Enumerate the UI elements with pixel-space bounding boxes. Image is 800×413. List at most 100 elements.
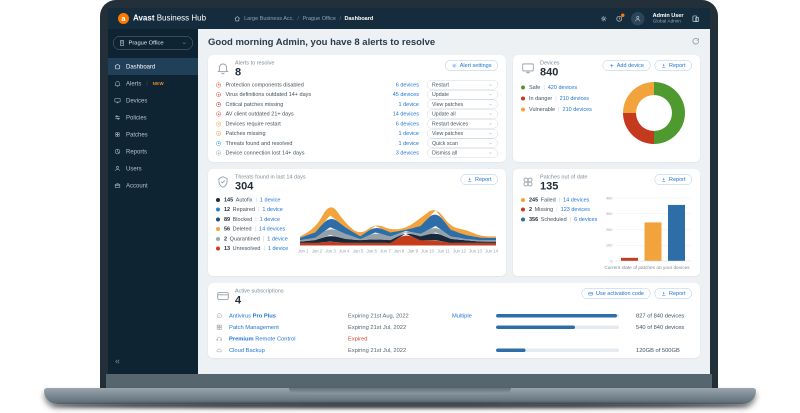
- add-device-button[interactable]: Add device: [602, 60, 651, 71]
- alert-action-select[interactable]: Dismiss all: [427, 148, 498, 158]
- brand-rest: Business Hub: [154, 14, 207, 23]
- devices-report-button[interactable]: Report: [654, 60, 692, 71]
- alert-devices-link[interactable]: 1 device: [398, 101, 419, 108]
- legend-devices-link[interactable]: 1 device: [259, 196, 281, 203]
- sidebar-item-devices[interactable]: Devices: [108, 92, 198, 109]
- user-role: Global Admin: [652, 18, 681, 24]
- alert-action-label: Update all: [432, 111, 456, 118]
- x-tick-label: Jun 14: [485, 248, 498, 254]
- devices-legend: Safe | 420 devices In danger | 210 devices Vul…: [521, 82, 592, 115]
- alert-label: Threats found and resolved: [225, 140, 293, 147]
- subscription-name-link[interactable]: Premium Remote Control: [229, 335, 296, 342]
- multiple-link[interactable]: Multiple: [452, 312, 472, 319]
- threats-report-button[interactable]: Report: [460, 174, 498, 185]
- alert-devices-link[interactable]: 14 devices: [392, 111, 419, 118]
- console-switcher-icon[interactable]: [692, 14, 701, 23]
- usage-label: 540 of 840 devices: [636, 324, 685, 331]
- alert-devices-link[interactable]: 1 device: [398, 140, 419, 147]
- legend-devices-link[interactable]: 210 devices: [562, 106, 592, 113]
- alert-action-select[interactable]: View patches: [427, 99, 498, 110]
- user-block[interactable]: Admin User Global Admin: [653, 13, 684, 25]
- legend-devices-link[interactable]: 1 device: [267, 245, 289, 252]
- legend-dot: [521, 96, 525, 101]
- settings-gear-icon[interactable]: [600, 15, 608, 23]
- subscription-name-link[interactable]: Patch Management: [229, 324, 279, 331]
- legend-label: Safe: [529, 84, 541, 91]
- legend-devices-link[interactable]: 210 devices: [559, 95, 590, 102]
- sidebar-item-patches[interactable]: Patches: [108, 126, 198, 143]
- legend-devices-link[interactable]: 420 devices: [547, 84, 578, 91]
- sidebar-item-account[interactable]: Account: [108, 177, 198, 194]
- alert-label: Protection components disabled: [225, 81, 304, 88]
- avatar[interactable]: [631, 11, 645, 26]
- alert-action-select[interactable]: Update: [427, 89, 498, 100]
- legend-devices-link[interactable]: 1 device: [259, 216, 281, 223]
- sidebar-item-alerts[interactable]: Alerts | NEW: [108, 75, 198, 92]
- bar-scheduled: [668, 205, 685, 262]
- legend-item: In danger | 210 devices: [521, 93, 592, 104]
- sidebar-item-reports[interactable]: Reports: [108, 143, 198, 160]
- alert-action-select[interactable]: Restart: [427, 80, 498, 90]
- usage-label: 827 of 840 devices: [636, 312, 685, 319]
- breadcrumb-item[interactable]: Dashboard: [344, 15, 374, 22]
- legend-devices-link[interactable]: 1 device: [267, 235, 288, 242]
- alerts-count: 8: [235, 65, 242, 78]
- breadcrumb-item[interactable]: Prague Office: [302, 15, 336, 22]
- subscription-name-link[interactable]: Cloud Backup: [229, 347, 265, 354]
- site-selector[interactable]: Prague Office: [113, 36, 193, 50]
- legend-count: 145: [224, 196, 234, 203]
- patches-icon: [521, 175, 535, 189]
- threats-legend: 145 Autofix | 1 device 12 Repaired | 1 device 89…: [216, 195, 288, 254]
- notifications-history-icon[interactable]: [616, 13, 625, 23]
- legend-dot: [216, 227, 220, 232]
- sidebar-item-policies[interactable]: Policies: [108, 109, 198, 126]
- breadcrumb-separator: /: [339, 15, 342, 22]
- alert-action-label: Dismiss all: [432, 150, 458, 157]
- breadcrumb-item[interactable]: Large Business Acc.: [244, 15, 294, 22]
- subscriptions-list: Antivirus Pro Plus Expiring 21st Aug, 202…: [216, 310, 692, 356]
- alert-devices-link[interactable]: 45 devices: [392, 91, 419, 98]
- subscriptions-report-button[interactable]: Report: [654, 288, 692, 299]
- sidebar-item-label: Reports: [126, 148, 148, 155]
- collapse-sidebar-button[interactable]: [113, 355, 193, 368]
- threats-x-axis: Jun 1 Jun 2 Jun 3 Jun 4 Jun 5 Jun 6 Jun 7 Jun 8…: [298, 249, 498, 254]
- activation-label: Use activation code: [595, 290, 644, 297]
- legend-devices-link[interactable]: 6 devices: [574, 216, 598, 223]
- subscription-row: Patch Management Expiring 21st Jul, 2022 5…: [216, 322, 692, 334]
- alert-settings-button[interactable]: Alert settings: [445, 60, 498, 71]
- sidebar-item-users[interactable]: Users: [108, 160, 198, 177]
- patches-report-button[interactable]: Report: [654, 174, 692, 185]
- severity-icon: [216, 121, 221, 127]
- legend-item: 12 Repaired | 1 device: [216, 205, 288, 215]
- legend-item: Safe | 420 devices: [521, 82, 592, 93]
- legend-devices-link[interactable]: 1 device: [262, 206, 283, 213]
- legend-count: 56: [224, 226, 231, 233]
- laptop-shadow: [52, 403, 748, 408]
- legend-item: 145 Autofix | 1 device: [216, 195, 288, 205]
- alert-action-select[interactable]: Restart devices: [427, 119, 498, 129]
- subscription-name-link[interactable]: Antivirus Pro Plus: [229, 312, 276, 319]
- legend-devices-link[interactable]: 14 devices: [259, 226, 286, 233]
- refresh-icon[interactable]: [692, 37, 701, 46]
- alert-label: Device connection lost 14+ days: [225, 150, 305, 157]
- alert-label: Virus definitions outdated 14+ days: [225, 91, 312, 98]
- alert-action-select[interactable]: Update all: [427, 109, 498, 119]
- alert-action-select[interactable]: Quick scan: [427, 138, 498, 149]
- use-activation-code-button[interactable]: Use activation code: [581, 288, 651, 299]
- alert-devices-link[interactable]: 3 devices: [395, 150, 419, 157]
- alert-devices-link[interactable]: 6 devices: [395, 120, 419, 127]
- sidebar-item-dashboard[interactable]: Dashboard: [108, 58, 198, 75]
- alert-devices-link[interactable]: 1 device: [398, 130, 419, 137]
- legend-label: Quarantined: [229, 235, 260, 242]
- legend-devices-link[interactable]: 123 devices: [560, 206, 590, 213]
- legend-devices-link[interactable]: 14 devices: [563, 196, 590, 203]
- home-icon[interactable]: [234, 15, 241, 22]
- legend-dot: [521, 107, 525, 112]
- legend-separator: |: [556, 206, 558, 213]
- legend-separator: |: [558, 196, 561, 203]
- subscription-row: Antivirus Pro Plus Expiring 21st Aug, 202…: [216, 310, 692, 322]
- legend-item: Vulnerable | 210 devices: [521, 104, 592, 115]
- alert-label: Critical patches missing: [225, 101, 284, 108]
- alert-action-select[interactable]: View patches: [427, 128, 498, 139]
- alert-devices-link[interactable]: 6 devices: [395, 81, 419, 88]
